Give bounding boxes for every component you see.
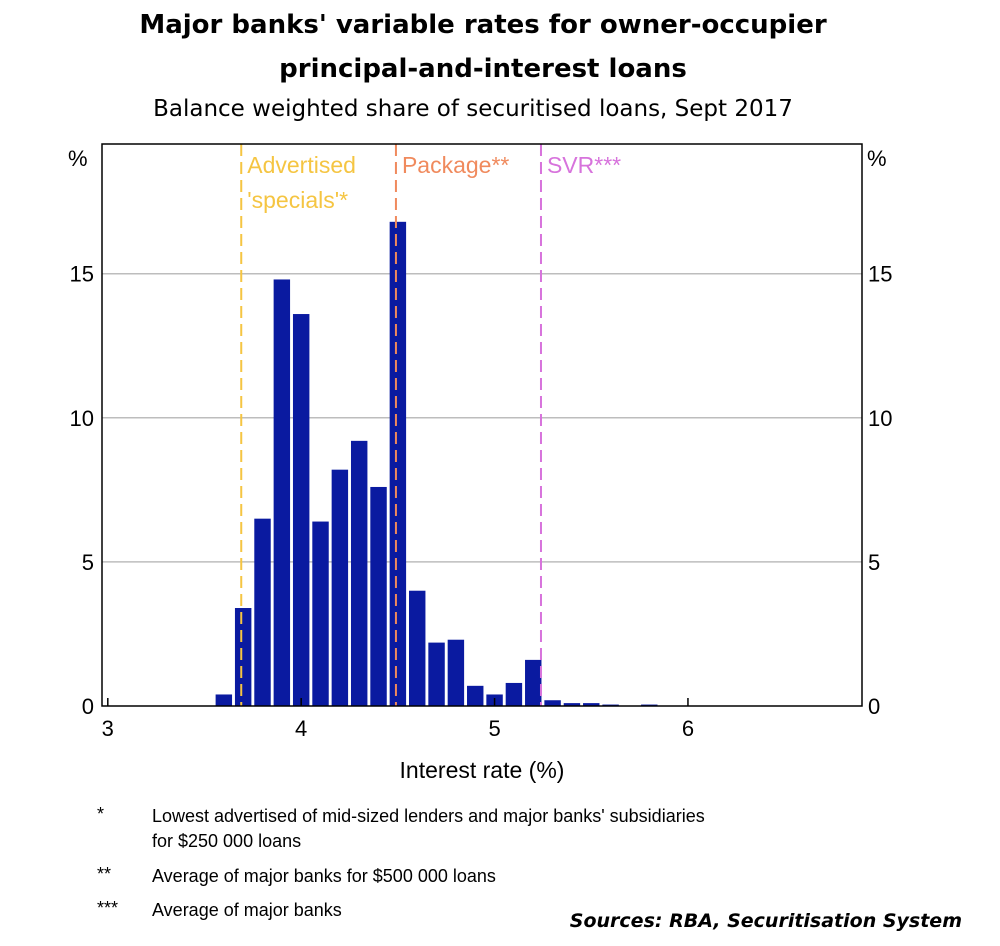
bar-8 xyxy=(370,486,387,706)
sources-note: Sources: RBA, Securitisation System xyxy=(569,910,962,932)
y-tick-label-right-10: 10 xyxy=(868,406,892,431)
chart-title-line1: Major banks' variable rates for owner-oc… xyxy=(139,10,827,40)
bar-10 xyxy=(408,590,426,706)
bar-9 xyxy=(389,221,407,707)
y-tick-label-left-0: 0 xyxy=(82,694,94,719)
bar-3 xyxy=(273,279,291,706)
footnote-mark-1: * xyxy=(97,804,105,824)
bar-18 xyxy=(563,703,581,706)
chart-title-line2: principal-and-interest loans xyxy=(279,54,687,84)
bar-11 xyxy=(428,642,445,706)
y-tick-label-right-15: 15 xyxy=(868,262,892,287)
y-unit-left: % xyxy=(68,146,88,171)
bar-7 xyxy=(350,440,368,706)
reference-label-2: SVR*** xyxy=(547,152,621,178)
x-tick-label-3: 3 xyxy=(102,716,114,741)
bar-15 xyxy=(505,682,523,706)
footnote-text-1b: for $250 000 loans xyxy=(152,831,302,851)
bar-16 xyxy=(525,659,542,706)
x-tick-label-6: 6 xyxy=(682,716,694,741)
footnote-text-3: Average of major banks xyxy=(152,900,342,920)
chart-subtitle: Balance weighted share of securitised lo… xyxy=(153,96,793,122)
x-tick-label-4: 4 xyxy=(295,716,307,741)
histogram-chart: Advertised 'specials'* Package** SVR*** 3 4 5 6… xyxy=(68,143,892,783)
bar-13 xyxy=(467,685,484,706)
bar-6 xyxy=(331,469,349,706)
bar-4 xyxy=(292,314,310,706)
reference-label-1: Package** xyxy=(402,152,509,178)
bar-5 xyxy=(312,521,329,706)
x-axis-label: Interest rate (%) xyxy=(400,757,565,783)
plot-frame xyxy=(101,143,863,707)
footnote-text-1a: Lowest advertised of mid-sized lenders a… xyxy=(152,806,705,826)
footnote-mark-3: *** xyxy=(97,898,119,918)
bar-12 xyxy=(447,639,465,706)
y-tick-label-right-5: 5 xyxy=(868,550,880,575)
y-tick-label-right-0: 0 xyxy=(868,694,880,719)
bar-19 xyxy=(583,703,600,706)
reference-label-0: Advertised xyxy=(247,152,356,178)
reference-label-0-line2: 'specials'* xyxy=(247,187,348,213)
x-tick-label-5: 5 xyxy=(488,716,500,741)
y-tick-label-left-10: 10 xyxy=(70,406,94,431)
y-tick-label-left-15: 15 xyxy=(70,262,94,287)
bar-2 xyxy=(254,518,271,706)
bar-0 xyxy=(215,694,233,706)
y-unit-right: % xyxy=(867,146,887,171)
bar-1 xyxy=(234,608,252,706)
footnote-mark-2: ** xyxy=(97,864,112,884)
footnote-text-2: Average of major banks for $500 000 loan… xyxy=(152,866,496,886)
bar-17 xyxy=(544,700,561,706)
y-tick-label-left-5: 5 xyxy=(82,550,94,575)
